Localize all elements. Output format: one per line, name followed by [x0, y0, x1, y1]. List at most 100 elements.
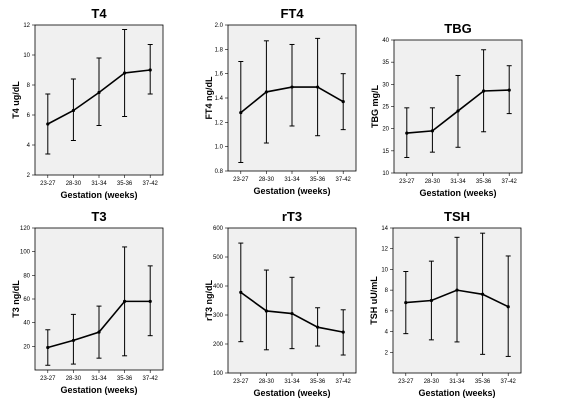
y-tick-label: 80	[23, 273, 30, 279]
y-tick-label: 4	[27, 143, 31, 149]
x-tick-label: 28-30	[259, 177, 275, 183]
x-tick-label: 35-36	[310, 177, 326, 183]
data-point	[46, 345, 50, 350]
data-point	[148, 299, 152, 303]
data-point	[456, 109, 460, 113]
y-tick-label: 35	[382, 60, 389, 66]
x-tick-label: 31-34	[284, 177, 300, 183]
panel-tbg: TBG Gestation (weeks) TBG mg/L 10 15 20 25 30 35…	[370, 21, 523, 198]
y-tick-label: 10	[381, 267, 388, 273]
y-tick-label: 30	[382, 82, 389, 88]
x-tick-label: 37-42	[501, 379, 517, 385]
data-point	[71, 108, 75, 113]
panel-t4: T4 Gestation (weeks) T4 ug/dL 2 4 6 8 10 12 23-27…	[11, 6, 164, 200]
x-tick-label: 28-30	[425, 179, 441, 185]
x-tick-label: 31-34	[284, 379, 300, 385]
y-tick-label: 10	[23, 53, 30, 59]
data-point	[316, 325, 320, 329]
x-axis-label: Gestation (weeks)	[253, 186, 330, 196]
x-tick-label: 23-27	[233, 177, 249, 183]
panel-ft4: FT4 Gestation (weeks) FT4 ng/dL 0.8 1.0 1.2 1.…	[204, 6, 357, 196]
data-point	[481, 292, 485, 296]
data-point	[455, 288, 459, 292]
y-tick-label: 10	[382, 171, 389, 177]
y-tick-label: 0.8	[215, 169, 224, 175]
data-point	[97, 90, 101, 95]
y-tick-label: 40	[23, 321, 30, 327]
x-tick-label: 28-30	[66, 376, 82, 382]
y-tick-label: 60	[23, 297, 30, 303]
x-tick-label: 23-27	[398, 379, 414, 385]
x-axis-label: Gestation (weeks)	[253, 388, 330, 398]
y-tick-label: 120	[20, 226, 31, 232]
y-tick-label: 500	[213, 255, 224, 261]
y-axis-label: FT4 ng/dL	[204, 76, 214, 119]
data-point	[239, 111, 243, 115]
x-tick-label: 28-30	[66, 181, 82, 187]
x-tick-label: 23-27	[40, 181, 56, 187]
x-axis-label: Gestation (weeks)	[60, 385, 137, 395]
y-tick-label: 2	[385, 350, 389, 356]
x-tick-label: 31-34	[91, 181, 107, 187]
y-axis-label: TBG mg/L	[370, 85, 380, 128]
data-point	[290, 311, 294, 316]
y-tick-label: 200	[213, 342, 224, 348]
y-tick-label: 1.8	[215, 47, 224, 53]
x-tick-label: 35-36	[310, 379, 326, 385]
y-tick-label: 1.6	[215, 72, 224, 78]
x-tick-label: 31-34	[91, 376, 107, 382]
y-tick-label: 100	[213, 371, 224, 377]
data-point	[123, 299, 127, 303]
data-point	[405, 131, 409, 135]
x-tick-label: 23-27	[233, 379, 249, 385]
x-axis-label: Gestation (weeks)	[418, 388, 495, 398]
y-tick-label: 2	[27, 173, 31, 179]
y-tick-label: 12	[381, 247, 388, 253]
y-tick-label: 1.2	[215, 120, 224, 126]
x-tick-label: 37-42	[143, 376, 159, 382]
data-point	[429, 298, 433, 303]
x-axis-label: Gestation (weeks)	[419, 188, 496, 198]
data-point	[97, 330, 101, 334]
y-tick-label: 1.0	[215, 145, 224, 151]
y-tick-label: 300	[213, 313, 224, 319]
y-tick-label: 40	[382, 38, 389, 44]
y-tick-label: 6	[27, 113, 31, 119]
y-tick-label: 1.4	[215, 96, 224, 102]
chart-title: TSH	[444, 209, 470, 224]
data-point	[71, 338, 75, 343]
data-point	[341, 330, 345, 334]
x-axis-label: Gestation (weeks)	[60, 190, 137, 200]
y-tick-label: 400	[213, 284, 224, 290]
x-tick-label: 23-27	[399, 179, 415, 185]
x-tick-label: 37-42	[336, 379, 352, 385]
x-tick-label: 28-30	[424, 379, 440, 385]
x-tick-label: 37-42	[143, 181, 159, 187]
y-tick-label: 8	[27, 83, 31, 89]
chart-title: T3	[91, 209, 106, 224]
panel-rt3: rT3 Gestation (weeks) rT3 ng/dL 100 200 300 40…	[204, 209, 357, 398]
data-point	[506, 305, 510, 309]
data-point	[264, 309, 268, 313]
y-tick-label: 12	[23, 23, 30, 29]
y-tick-label: 4	[385, 330, 389, 336]
data-point	[148, 68, 152, 72]
panel-tsh: TSH Gestation (weeks) TSH uU/mL 2 4 6 8 10 12 14 2…	[369, 209, 522, 398]
x-tick-label: 37-42	[502, 179, 518, 185]
y-axis-label: rT3 ng/dL	[204, 280, 214, 321]
y-tick-label: 25	[382, 105, 389, 111]
data-point	[507, 88, 511, 92]
panel-t3: T3 Gestation (weeks) T3 ng/dL 20 40 60 80 100 12…	[11, 209, 164, 395]
x-tick-label: 35-36	[476, 179, 492, 185]
x-tick-label: 23-27	[40, 376, 56, 382]
data-point	[316, 85, 320, 89]
data-point	[341, 100, 345, 104]
data-point	[290, 85, 294, 89]
y-tick-label: 6	[385, 309, 389, 315]
x-tick-label: 31-34	[450, 179, 466, 185]
y-tick-label: 20	[382, 127, 389, 133]
data-point	[482, 89, 486, 93]
chart-title: rT3	[282, 209, 302, 224]
y-axis-label: T3 ng/dL	[11, 280, 21, 318]
